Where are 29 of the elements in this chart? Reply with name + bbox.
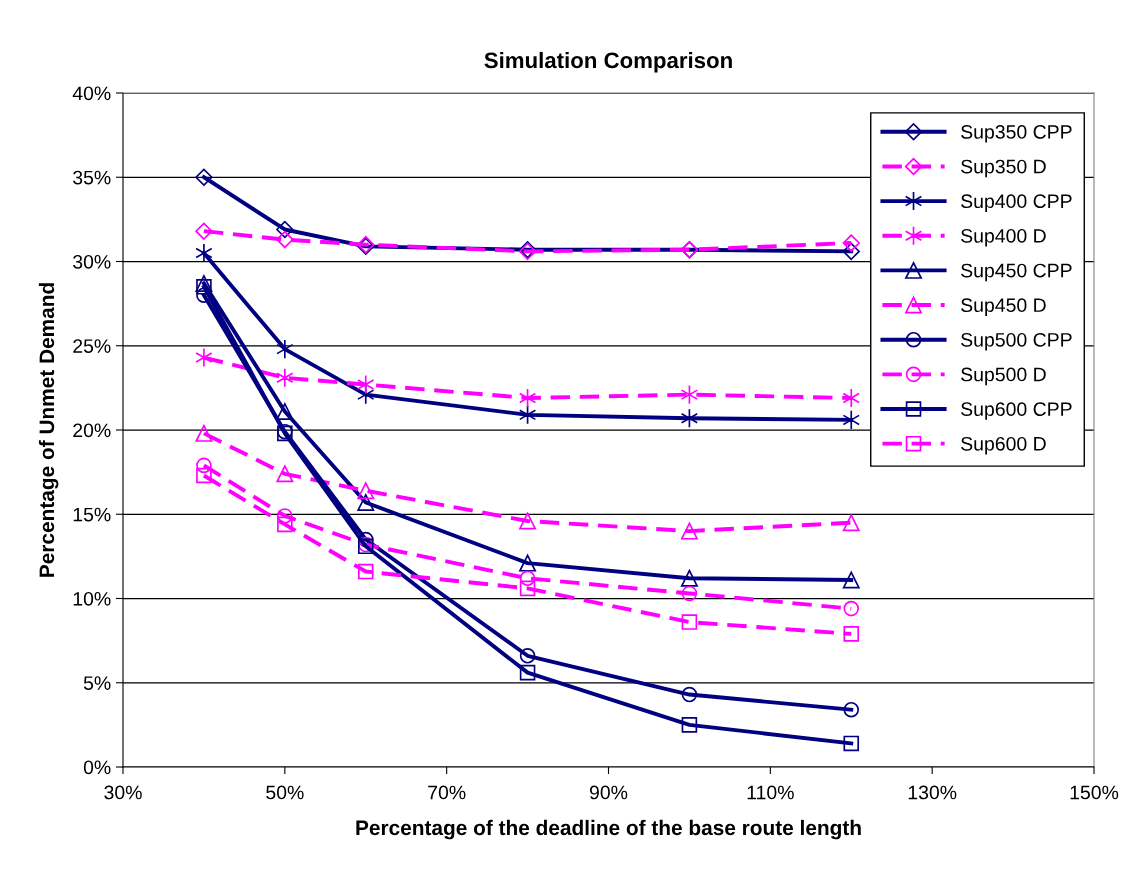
x-tick-label: 90% <box>589 785 628 800</box>
y-tick-label: 25% <box>73 339 111 353</box>
y-tick-label: 0% <box>83 760 111 775</box>
legend-label: Sup600 CPP <box>961 402 1072 420</box>
y-axis-title: Percentage of Unmet Demand <box>38 283 59 577</box>
legend-label: Sup450 CPP <box>961 263 1072 282</box>
legend-label: Sup400 CPP <box>961 194 1072 212</box>
x-tick-label: 50% <box>266 785 304 800</box>
legend-label: Sup450 D <box>961 298 1046 316</box>
x-tick-label: 110% <box>747 785 794 800</box>
legend-label: Sup400 D <box>961 228 1046 247</box>
x-axis-title: Percentage of the deadline of the base route length <box>356 819 861 840</box>
x-tick-label: 130% <box>908 785 957 800</box>
legend-label: Sup600 D <box>961 436 1046 455</box>
y-tick-label: 35% <box>73 170 111 185</box>
y-tick-label: 40% <box>72 86 111 101</box>
y-tick-label: 10% <box>73 591 111 606</box>
legend-label: Sup350 D <box>961 159 1046 178</box>
y-tick-label: 15% <box>73 507 111 522</box>
legend-label: Sup500 CPP <box>961 332 1072 351</box>
chart-title: Simulation Comparison <box>484 51 732 73</box>
y-tick-label: 5% <box>83 676 111 690</box>
y-tick-label: 20% <box>73 423 111 438</box>
x-tick-label: 70% <box>428 785 466 800</box>
x-tick-label: 150% <box>1070 785 1119 800</box>
legend-label: Sup350 CPP <box>961 125 1072 143</box>
legend-label: Sup500 D <box>961 367 1046 386</box>
y-tick-label: 30% <box>73 254 111 269</box>
x-tick-label: 30% <box>104 785 142 800</box>
